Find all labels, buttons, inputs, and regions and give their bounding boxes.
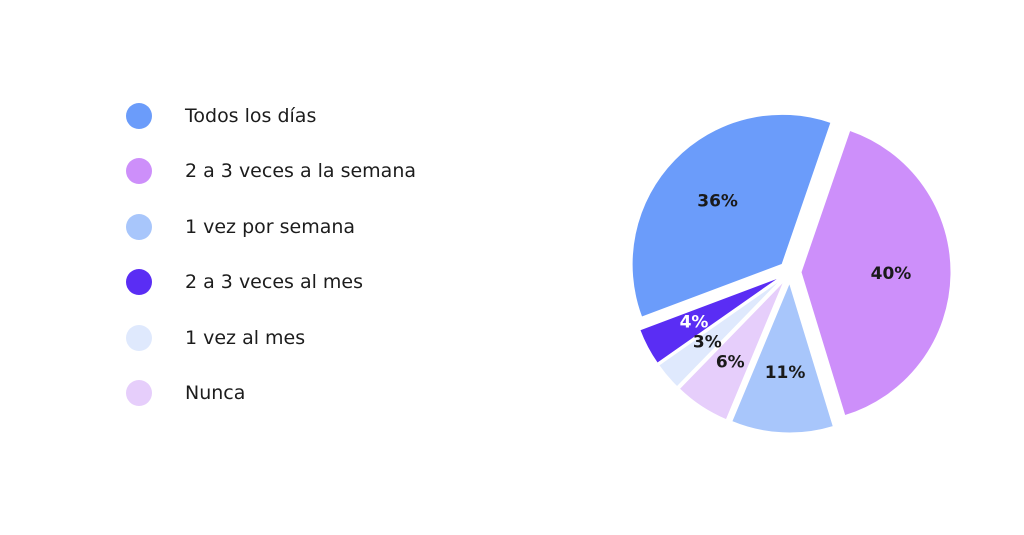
slice-value-label: 11% <box>765 363 806 383</box>
legend-label: 1 vez por semana <box>185 215 356 238</box>
slice-value-label: 6% <box>716 353 745 373</box>
pie-slice <box>800 129 952 417</box>
legend-swatch <box>126 269 152 296</box>
pie-slice <box>658 278 782 388</box>
pie-slice <box>678 280 785 421</box>
chart-legend: Todos los días 2 a 3 veces a la semana 1 v… <box>126 102 416 434</box>
legend-swatch <box>126 213 152 240</box>
pie-chart: 4% 36% 40% 11% 6%3% <box>631 113 952 434</box>
legend-swatch <box>126 324 152 351</box>
legend-swatch <box>126 379 152 406</box>
legend-swatch <box>126 158 152 185</box>
pie-slice <box>639 276 781 364</box>
pie-slice <box>631 113 832 318</box>
legend-label: 1 vez al mes <box>185 326 306 349</box>
legend-label: 2 a 3 veces al mes <box>185 271 364 294</box>
slice-value-label: 4% <box>680 313 709 333</box>
legend-item: 2 a 3 veces a la semana <box>126 157 416 185</box>
slice-value-label: 40% <box>871 264 912 284</box>
legend-label: 2 a 3 veces a la semana <box>185 160 417 183</box>
legend-item: Nunca <box>126 379 416 407</box>
legend-item: 2 a 3 veces al mes <box>126 268 416 296</box>
slice-value-label: 36% <box>697 192 738 212</box>
slice-value-label: 3% <box>693 332 722 352</box>
pie-slice <box>731 281 834 434</box>
legend-item: 1 vez al mes <box>126 324 416 352</box>
legend-swatch <box>126 103 152 129</box>
legend-item: Todos los días <box>126 102 416 130</box>
legend-item: 1 vez por semana <box>126 213 416 241</box>
legend-label: Todos los días <box>185 105 317 127</box>
legend-label: Nunca <box>185 381 246 404</box>
